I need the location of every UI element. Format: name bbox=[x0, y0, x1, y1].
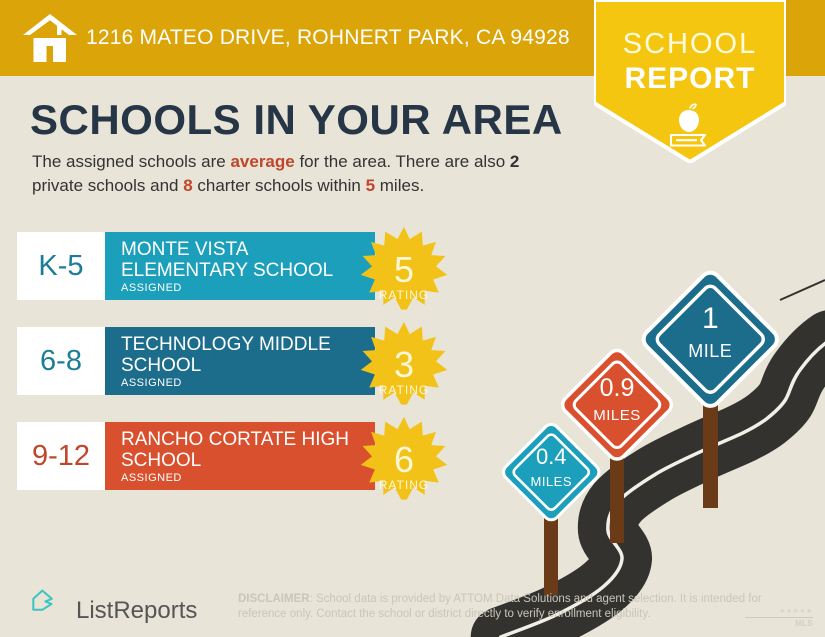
svg-text:0.4: 0.4 bbox=[536, 444, 567, 469]
svg-text:MILES: MILES bbox=[530, 474, 572, 489]
svg-text:1: 1 bbox=[702, 302, 719, 335]
svg-text:0.9: 0.9 bbox=[600, 374, 635, 402]
svg-text:MILES: MILES bbox=[593, 407, 641, 424]
svg-text:MILE: MILE bbox=[688, 341, 732, 361]
